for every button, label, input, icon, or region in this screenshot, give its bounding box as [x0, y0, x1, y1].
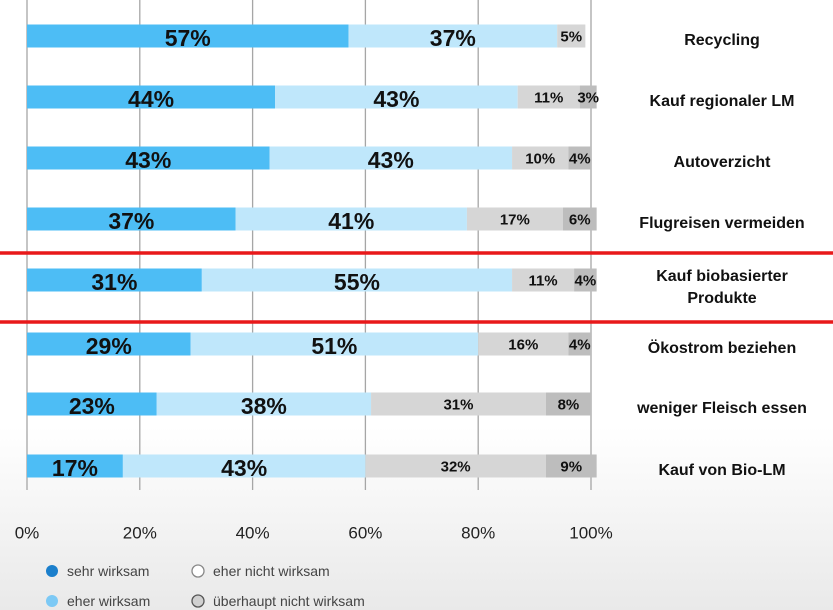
bar-segment	[568, 146, 591, 170]
category-label: Kauf biobasierter Produkte	[656, 268, 788, 307]
category-label: Kauf regionaler LM	[649, 93, 795, 110]
data-label: 44%	[128, 86, 174, 112]
data-label: 51%	[311, 333, 357, 359]
bar-segment	[371, 392, 546, 416]
data-label: 17%	[500, 212, 530, 229]
bar-segment	[517, 85, 580, 109]
data-label: 37%	[108, 208, 154, 234]
legend-marker	[191, 594, 205, 608]
bar-segment	[27, 207, 236, 231]
category-label: Recycling	[684, 32, 760, 49]
data-label: 31%	[443, 397, 473, 414]
data-label: 4%	[569, 151, 591, 168]
bar-segment	[574, 268, 597, 292]
bar-segment	[466, 207, 563, 231]
data-label: 9%	[560, 459, 582, 476]
data-label: 37%	[430, 25, 476, 51]
x-tick-label: 60%	[348, 524, 382, 543]
bar-segment	[27, 268, 202, 292]
data-label: 5%	[560, 29, 582, 46]
highlight-box	[0, 251, 833, 324]
category-label: Ökostrom beziehen	[647, 340, 797, 357]
bar-segment	[579, 85, 597, 109]
data-label: 38%	[241, 393, 287, 419]
data-label: 43%	[373, 86, 419, 112]
category-label: Autoverzicht	[673, 154, 771, 171]
bar-segment	[512, 268, 575, 292]
bar-segment	[190, 332, 479, 356]
legend-marker	[46, 595, 58, 607]
bar-segment	[545, 454, 597, 478]
bar-segment	[27, 332, 191, 356]
bar-segment	[122, 454, 366, 478]
bar-segment	[478, 332, 569, 356]
bar-segment	[235, 207, 467, 231]
data-label: 23%	[69, 393, 115, 419]
x-tick-label: 80%	[461, 524, 495, 543]
legend-marker	[191, 564, 205, 578]
bar-segment	[562, 207, 597, 231]
bar-segment	[269, 146, 513, 170]
data-label: 4%	[569, 337, 591, 354]
bar-segment	[27, 85, 276, 109]
bar-segment	[557, 24, 586, 48]
data-label: 6%	[569, 212, 591, 229]
data-label: 57%	[165, 25, 211, 51]
bar-segment	[545, 392, 591, 416]
bar-segment	[348, 24, 558, 48]
bar-segment	[365, 454, 546, 478]
x-tick-label: 40%	[236, 524, 270, 543]
data-label: 41%	[328, 208, 374, 234]
x-tick-label: 100%	[569, 524, 612, 543]
legend-label: eher wirksam	[67, 593, 150, 609]
data-label: 29%	[86, 333, 132, 359]
data-label: 43%	[221, 455, 267, 481]
data-label: 4%	[575, 273, 597, 290]
data-label: 16%	[508, 337, 538, 354]
x-tick-label: 0%	[15, 524, 40, 543]
data-label: 11%	[534, 90, 563, 107]
legend-label: überhaupt nicht wirksam	[213, 593, 365, 609]
bar-segment	[275, 85, 518, 109]
category-label: Kauf von Bio-LM	[658, 462, 786, 479]
legend-label: sehr wirksam	[67, 563, 149, 579]
x-tick-label: 20%	[123, 524, 157, 543]
bar-segment	[568, 332, 591, 356]
data-label: 8%	[558, 397, 580, 414]
data-label: 43%	[125, 147, 171, 173]
bar-segment	[27, 454, 123, 478]
legend-marker	[46, 565, 58, 577]
legend-label: eher nicht wirksam	[213, 563, 330, 579]
data-label: 43%	[368, 147, 414, 173]
data-label: 55%	[334, 269, 380, 295]
bar-segment	[27, 392, 157, 416]
bar-segment	[27, 24, 349, 48]
data-label: 31%	[91, 269, 137, 295]
category-label: Flugreisen vermeiden	[639, 215, 805, 232]
data-label: 3%	[577, 90, 599, 107]
bar-segment	[201, 268, 513, 292]
data-label: 10%	[525, 151, 555, 168]
data-label: 11%	[528, 273, 557, 290]
data-label: 17%	[52, 455, 98, 481]
bar-segment	[512, 146, 569, 170]
bar-segment	[27, 146, 270, 170]
data-label: 32%	[441, 459, 471, 476]
category-label: weniger Fleisch essen	[637, 400, 807, 417]
bar-segment	[156, 392, 372, 416]
